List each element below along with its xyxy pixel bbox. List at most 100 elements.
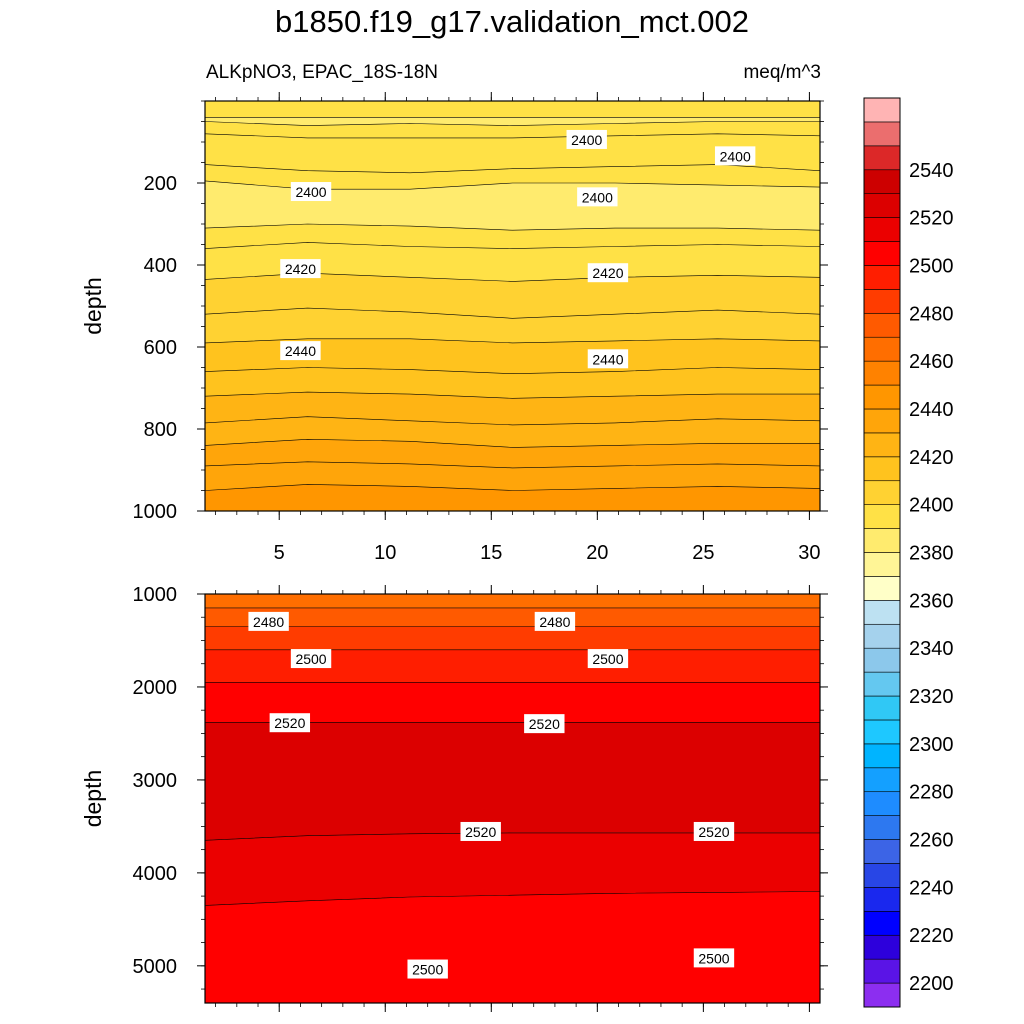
contour-label-bg [269,713,311,733]
variable-subtitle: ALKpNO3, EPAC_18S-18N [206,62,438,83]
contour-label: 2400 [295,184,326,200]
y-tick-label: 2000 [133,677,178,699]
contour-band [205,242,820,282]
contour-band [205,594,820,608]
contour-band [205,308,820,343]
colorbar-box [863,97,901,123]
colorbar-label: 2400 [909,495,954,517]
colorbar-label: 2300 [909,734,954,756]
contour-label-bg [407,959,448,979]
colorbar-label: 2280 [909,782,954,804]
x-tick-label: 25 [692,542,714,564]
contour-label: 2480 [253,614,284,630]
contour-label-bg [587,263,629,283]
contour-line [205,891,820,906]
colorbar-box [863,480,901,505]
colorbar-box [863,265,901,290]
contour-band [205,607,820,627]
contour-band [205,117,820,126]
colorbar-label: 2480 [909,303,954,325]
y-tick-label: 200 [144,173,177,195]
contour-band [205,891,820,1003]
contour-label-bg [587,649,629,669]
colorbar-label: 2520 [909,208,954,230]
colorbar-label: 2540 [909,160,954,182]
y-tick-label: 3000 [133,770,178,792]
chart-title: b1850.f19_g17.validation_mct.002 [275,4,749,39]
colorbar-label: 2460 [909,351,954,373]
contour-label-bg [290,649,332,669]
colorbar-box [863,934,901,960]
contour-band [205,338,820,374]
colorbar-box [863,600,901,625]
colorbar-box [863,193,901,218]
colorbar-label: 2380 [909,543,954,565]
contour-band [205,392,820,425]
colorbar-box [863,432,901,458]
contour-label: 2400 [582,189,613,205]
contour-label: 2500 [698,950,729,966]
x-tick-label: 10 [374,542,396,564]
colorbar-box [863,887,901,912]
x-tick-label: 20 [586,542,608,564]
colorbar-label: 2360 [909,590,954,612]
contour-band [205,101,820,118]
contour-label-bg [248,611,289,631]
colorbar-box [863,241,901,266]
contour-band [205,832,820,906]
contour-label-bg [524,714,565,734]
y-tick-label: 400 [144,255,177,277]
colorbar-box [863,958,901,984]
colorbar-box [863,743,901,769]
colorbar-box [863,456,901,482]
contour-label-bg [714,146,756,166]
units-subtitle: meq/m^3 [743,62,821,83]
contour-label-bg [577,187,618,207]
contour-label-bg [280,341,321,361]
contour-line [205,416,820,426]
contour-label: 2520 [465,824,496,840]
lower-depth-panel: 1000 2000 3000 4000 5000 depth 2480 2480 2500 250… [80,584,828,1012]
x-tick-label: 30 [798,542,820,564]
upper-depth-panel: 200 400 600 800 1000 5 10 15 20 25 30 depth 2400 2400… [80,92,828,564]
contour-label: 2480 [539,614,570,630]
contour-label: 2400 [571,132,602,148]
contour-label: 2440 [285,343,316,359]
colorbar-box [863,767,901,793]
colorbar-box [863,145,901,171]
contour-band [205,224,820,249]
contour-label-bg [280,259,321,279]
contour-band [205,439,820,468]
y-tick-label: 1000 [133,501,178,523]
colorbar-box [863,217,901,242]
contour-line [205,391,820,399]
contour-line [205,484,820,491]
contour-line [205,242,820,249]
colorbar-box [863,815,901,840]
colorbar: 2200 2220 2240 2260 2280 2300 2320 2340 2360 2380… [863,97,954,1008]
contour-line [205,461,820,469]
colorbar-label: 2340 [909,638,954,660]
colorbar-box [863,121,901,147]
colorbar-box [863,671,901,697]
contour-line [205,338,820,344]
y-tick-label: 4000 [133,863,178,885]
contour-band [205,649,820,683]
contour-line [205,367,820,375]
contour-label-bg [566,129,607,149]
contour-label: 2500 [592,651,623,667]
contour-label: 2440 [592,351,623,367]
colorbar-box [863,647,901,673]
colorbar-frame [863,97,901,1008]
colorbar-label: 2240 [909,877,954,899]
contour-band [205,416,820,448]
contour-line [205,121,820,126]
colorbar-box [863,719,901,745]
colorbar-label: 2320 [909,686,954,708]
contour-label: 2520 [698,824,729,840]
colorbar-label: 2500 [909,255,954,277]
colorbar-box [863,863,901,888]
contour-band [205,180,820,231]
contour-label: 2500 [295,651,326,667]
colorbar-box [863,791,901,816]
